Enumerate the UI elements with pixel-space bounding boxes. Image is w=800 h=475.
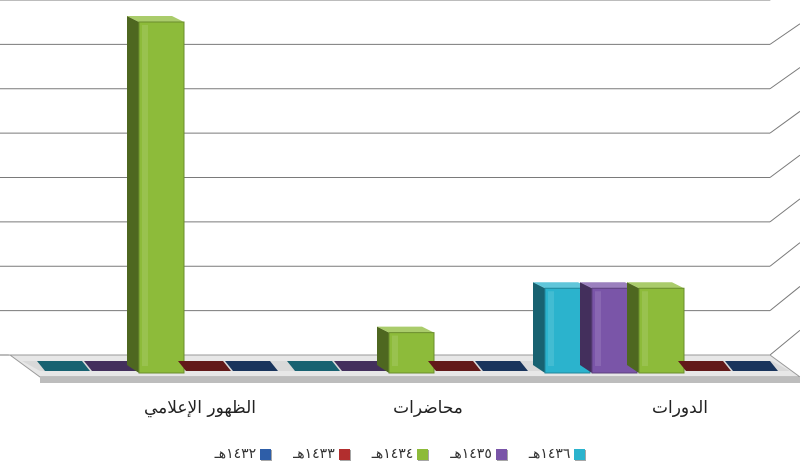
legend-label: ١٤٣٦هـ — [528, 446, 571, 462]
gridline-side — [769, 286, 800, 312]
category-label: محاضرات — [393, 398, 463, 418]
bar — [287, 361, 340, 371]
legend-swatch — [495, 448, 507, 460]
legend-swatch — [417, 448, 429, 460]
chart-legend: ١٤٣٦هـ ١٤٣٥هـ ١٤٣٤هـ ١٤٣٣هـ ١٤٣٢هـ — [0, 446, 800, 462]
bar-top — [627, 282, 684, 289]
bar-side — [127, 16, 139, 373]
bar — [475, 361, 528, 371]
bar-side — [580, 282, 592, 373]
gridline-side — [769, 198, 800, 223]
legend-label: ١٤٣٢هـ — [214, 446, 257, 462]
bar-highlight — [548, 291, 554, 366]
gridline-side — [769, 67, 800, 90]
bar — [678, 361, 731, 371]
bar-side — [533, 282, 545, 373]
gridline-side — [769, 329, 800, 356]
bar — [334, 361, 387, 371]
bar-highlight — [595, 291, 601, 366]
category-label: الدورات — [652, 398, 708, 418]
legend-swatch — [260, 448, 272, 460]
bar — [84, 361, 137, 371]
bar — [428, 361, 481, 371]
gridline-side — [769, 23, 800, 45]
legend-label: ١٤٣٥هـ — [450, 446, 492, 462]
gridline-side — [769, 242, 800, 267]
legend-swatch — [574, 448, 586, 460]
bar-top — [533, 282, 590, 289]
legend-item: ١٤٣٦هـ — [529, 446, 586, 462]
bar — [725, 361, 778, 371]
legend-label: ١٤٣٤هـ — [371, 446, 414, 462]
bar — [178, 361, 231, 371]
bar-top — [127, 16, 184, 22]
bar-highlight — [642, 291, 648, 366]
bar-side — [377, 326, 389, 373]
category-label: الظهور الإعلامي — [143, 398, 257, 418]
bar-top — [580, 282, 637, 289]
legend-label: ١٤٣٣هـ — [293, 446, 335, 462]
legend-item: ١٤٣٥هـ — [450, 446, 507, 462]
gridline-side — [769, 154, 800, 178]
bar-side — [627, 282, 639, 373]
legend-item: ١٤٣٢هـ — [215, 446, 272, 462]
bar-top — [377, 326, 434, 333]
legend-swatch — [338, 448, 350, 460]
bar-highlight — [392, 335, 398, 366]
bar — [225, 361, 278, 371]
bar — [37, 361, 90, 371]
gridline-side — [769, 110, 800, 134]
bar-highlight — [142, 25, 148, 366]
legend-item: ١٤٣٣هـ — [293, 446, 350, 462]
legend-item: ١٤٣٤هـ — [372, 446, 429, 462]
floor-edge — [40, 377, 800, 383]
